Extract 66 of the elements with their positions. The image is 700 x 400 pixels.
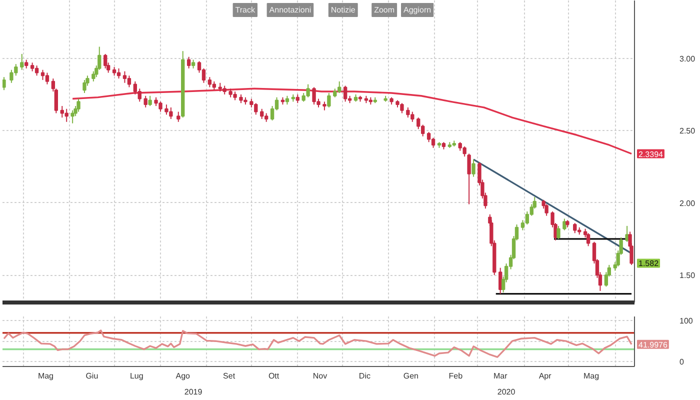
candlestick	[525, 210, 530, 225]
candlestick	[76, 98, 80, 112]
x-tick-label: Ago	[176, 372, 191, 380]
candlestick	[562, 218, 566, 231]
annotation: 1.582	[638, 259, 660, 268]
candlestick	[472, 158, 476, 178]
y-tick-label: 1.50	[680, 271, 696, 280]
candlestick	[556, 225, 560, 240]
x-tick-label: Lug	[130, 372, 144, 380]
candlestick	[45, 72, 50, 85]
data-label: 2.3394	[638, 150, 664, 159]
line-series	[3, 330, 632, 358]
candlestick	[64, 108, 68, 122]
candlestick	[306, 84, 310, 98]
candlestick	[406, 106, 410, 118]
candlestick	[208, 76, 212, 88]
x2-tick-label: 2019	[184, 388, 203, 396]
candlestick	[186, 56, 191, 69]
x-tick-label: Nov	[312, 372, 328, 380]
x-tick-label: Mag	[583, 372, 600, 380]
annotation: Track	[235, 6, 256, 14]
x-tick-label: Mag	[38, 372, 54, 380]
x-tick-label: Set	[223, 372, 236, 380]
annotation: Annotazioni	[269, 6, 312, 14]
data-label: 41.9976	[638, 340, 668, 350]
y-tick-label: 100	[680, 316, 694, 326]
y-tick-label: 2.50	[680, 126, 696, 136]
x-tick-label: Gen	[403, 372, 418, 380]
candlestick	[586, 232, 590, 247]
candlestick	[176, 111, 180, 122]
y-tick-label: 2.00	[680, 198, 696, 208]
y-tick-label: 0	[680, 358, 684, 367]
y-tick-label: 3.00	[680, 54, 696, 64]
candlestick	[343, 85, 348, 102]
candlestick	[122, 70, 127, 84]
candlestick	[20, 53, 24, 70]
candlestick	[260, 108, 264, 120]
x-tick-label: Ott	[268, 372, 280, 380]
x2-tick-label: 2020	[497, 388, 516, 396]
candlestick	[544, 204, 548, 216]
candlestick	[127, 75, 132, 88]
x-tick-label: Apr	[538, 372, 552, 380]
annotation: Zoom	[374, 6, 395, 14]
candlestick	[327, 92, 331, 108]
candlestick	[116, 68, 121, 80]
candlestick	[138, 88, 142, 102]
candlestick	[573, 222, 577, 234]
candlestick	[104, 53, 108, 69]
candlestick	[467, 153, 471, 205]
candlestick	[82, 79, 86, 94]
annotation: Notizie	[330, 6, 356, 14]
x-tick-label: Mar	[493, 372, 508, 380]
x-tick-label: Dic	[358, 372, 370, 380]
candlestick	[416, 117, 420, 130]
candlestick	[426, 131, 431, 143]
candlestick	[40, 69, 45, 80]
x-tick-label: Giu	[86, 372, 98, 380]
annotation: Aggiorn	[404, 6, 432, 14]
candlestick	[144, 95, 148, 108]
candlestick	[70, 110, 74, 124]
candlestick	[431, 137, 436, 148]
candlestick	[462, 146, 466, 158]
candlestick	[2, 76, 6, 91]
candlestick	[148, 95, 152, 106]
x-tick-label: Feb	[448, 372, 464, 380]
candlestick	[34, 65, 39, 76]
